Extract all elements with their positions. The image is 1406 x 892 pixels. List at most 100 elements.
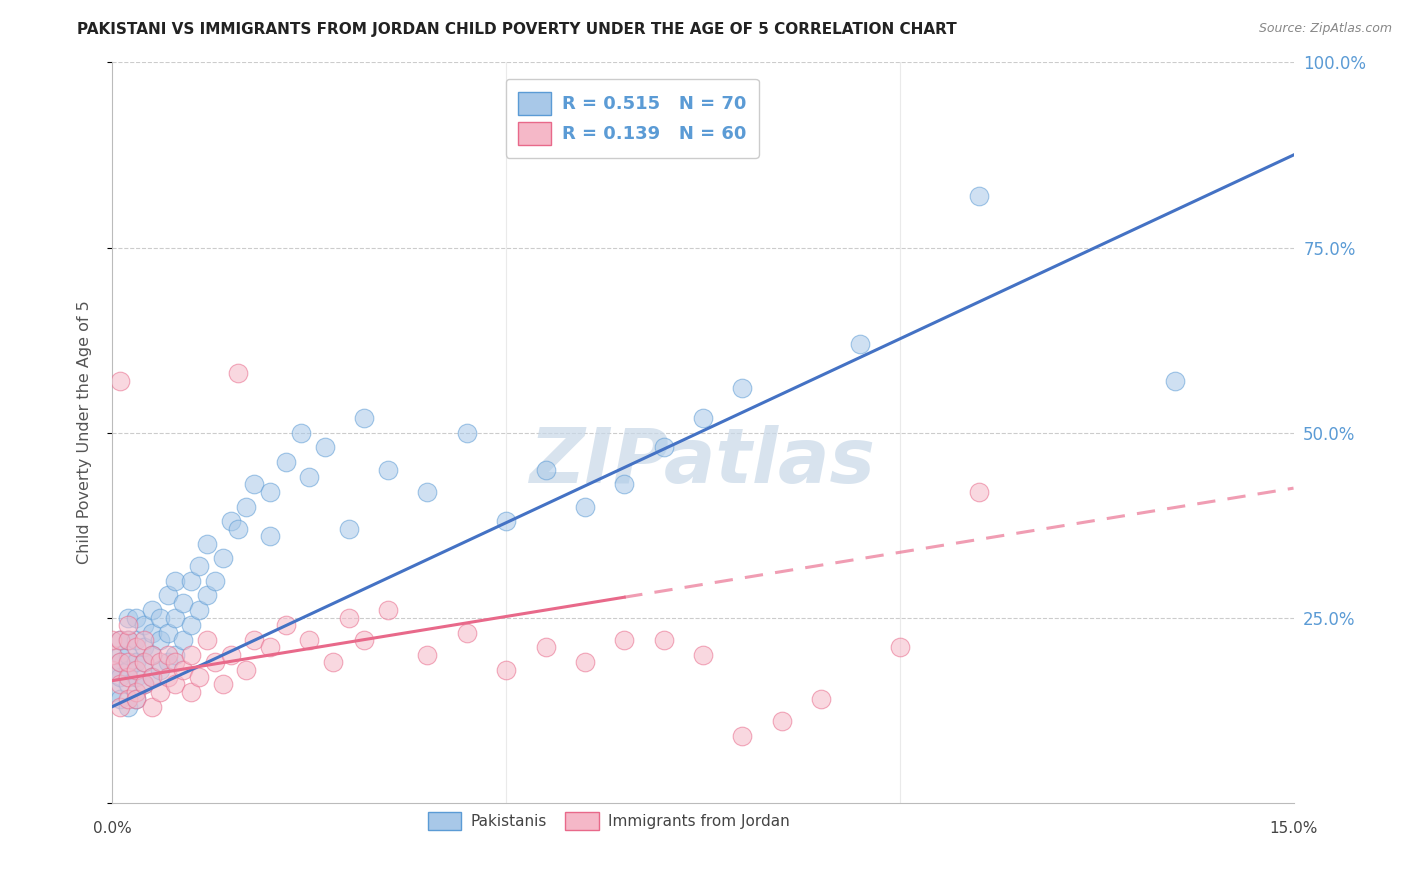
Point (1164, 374, 1187, 388)
Text: 0.0%: 0.0% (93, 822, 132, 837)
Point (165, 574, 187, 588)
Point (117, 648, 139, 662)
Point (101, 663, 124, 677)
Point (141, 603, 163, 617)
Point (117, 699, 139, 714)
Point (188, 603, 211, 617)
Text: PAKISTANI VS IMMIGRANTS FROM JORDAN CHILD POVERTY UNDER THE AGE OF 5 CORRELATION: PAKISTANI VS IMMIGRANTS FROM JORDAN CHIL… (77, 22, 957, 37)
Point (125, 640, 148, 655)
Point (149, 610, 172, 624)
Point (132, 618, 155, 632)
Point (613, 477, 636, 491)
Point (770, 714, 793, 729)
Point (416, 484, 439, 499)
Text: ZIPatlas: ZIPatlas (530, 425, 876, 500)
Point (967, 188, 990, 202)
Point (211, 551, 233, 566)
Point (337, 522, 360, 536)
Point (172, 632, 194, 647)
Point (110, 670, 132, 684)
Point (243, 632, 266, 647)
Y-axis label: Child Poverty Under the Age of 5: Child Poverty Under the Age of 5 (77, 301, 91, 565)
Point (117, 663, 139, 677)
Point (172, 663, 194, 677)
Point (110, 692, 132, 706)
Point (574, 655, 596, 669)
Point (156, 670, 179, 684)
Point (188, 558, 211, 573)
Point (110, 632, 132, 647)
Point (259, 529, 281, 543)
Point (149, 663, 172, 677)
Point (141, 625, 163, 640)
Legend: Pakistanis, Immigrants from Jordan: Pakistanis, Immigrants from Jordan (422, 806, 796, 836)
Point (117, 677, 139, 691)
Point (219, 515, 242, 529)
Point (165, 655, 187, 669)
Point (117, 610, 139, 624)
Point (110, 699, 132, 714)
Point (195, 589, 218, 603)
Point (141, 648, 163, 662)
Point (180, 648, 202, 662)
Point (849, 336, 872, 351)
Point (132, 632, 155, 647)
Point (156, 648, 179, 662)
Point (204, 655, 226, 669)
Point (101, 632, 124, 647)
Point (117, 692, 139, 706)
Point (132, 655, 155, 669)
Point (132, 655, 155, 669)
Point (165, 610, 187, 624)
Point (188, 670, 211, 684)
Point (117, 632, 139, 647)
Point (125, 692, 148, 706)
Point (731, 381, 754, 395)
Point (110, 677, 132, 691)
Point (117, 655, 139, 669)
Point (149, 655, 172, 669)
Point (141, 670, 163, 684)
Point (156, 625, 179, 640)
Point (180, 574, 202, 588)
Point (141, 699, 163, 714)
Point (125, 632, 148, 647)
Point (259, 640, 281, 655)
Point (337, 610, 360, 624)
Point (195, 632, 218, 647)
Point (110, 648, 132, 662)
Point (101, 685, 124, 699)
Point (219, 648, 242, 662)
Point (156, 655, 179, 669)
Point (125, 663, 148, 677)
Point (534, 462, 557, 476)
Point (574, 500, 596, 514)
Point (125, 685, 148, 699)
Point (110, 632, 132, 647)
Point (117, 632, 139, 647)
Point (692, 410, 714, 425)
Point (117, 618, 139, 632)
Point (290, 425, 312, 440)
Point (243, 477, 266, 491)
Point (235, 663, 257, 677)
Point (110, 655, 132, 669)
Point (117, 670, 139, 684)
Point (141, 648, 163, 662)
Point (132, 677, 155, 691)
Point (810, 692, 832, 706)
Point (204, 574, 226, 588)
Point (172, 596, 194, 610)
Point (180, 618, 202, 632)
Point (534, 640, 557, 655)
Point (132, 677, 155, 691)
Point (889, 640, 911, 655)
Point (125, 692, 148, 706)
Point (235, 500, 257, 514)
Point (125, 610, 148, 624)
Point (149, 685, 172, 699)
Point (211, 677, 233, 691)
Point (652, 441, 675, 455)
Point (101, 648, 124, 662)
Point (495, 515, 517, 529)
